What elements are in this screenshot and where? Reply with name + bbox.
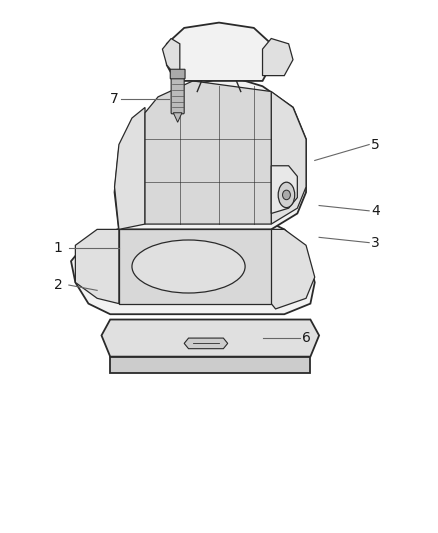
Polygon shape — [173, 113, 182, 122]
Text: 4: 4 — [371, 204, 380, 218]
Polygon shape — [167, 22, 271, 81]
Ellipse shape — [283, 190, 290, 200]
Polygon shape — [110, 357, 311, 373]
Polygon shape — [271, 166, 297, 214]
Text: 2: 2 — [53, 278, 62, 292]
Text: 3: 3 — [371, 236, 380, 249]
Text: 1: 1 — [53, 241, 62, 255]
Polygon shape — [119, 229, 271, 304]
Ellipse shape — [278, 182, 295, 208]
Text: 6: 6 — [302, 331, 311, 345]
Text: 7: 7 — [110, 93, 119, 107]
Polygon shape — [115, 76, 306, 229]
FancyBboxPatch shape — [171, 77, 184, 114]
Polygon shape — [271, 229, 315, 309]
Polygon shape — [145, 81, 271, 224]
Polygon shape — [162, 38, 180, 76]
Polygon shape — [184, 338, 228, 349]
Polygon shape — [115, 108, 145, 229]
Text: 5: 5 — [371, 138, 380, 151]
Polygon shape — [262, 38, 293, 76]
Polygon shape — [102, 319, 319, 357]
Ellipse shape — [132, 240, 245, 293]
Polygon shape — [271, 92, 306, 224]
Polygon shape — [71, 219, 315, 314]
Polygon shape — [75, 229, 119, 304]
FancyBboxPatch shape — [170, 69, 185, 79]
